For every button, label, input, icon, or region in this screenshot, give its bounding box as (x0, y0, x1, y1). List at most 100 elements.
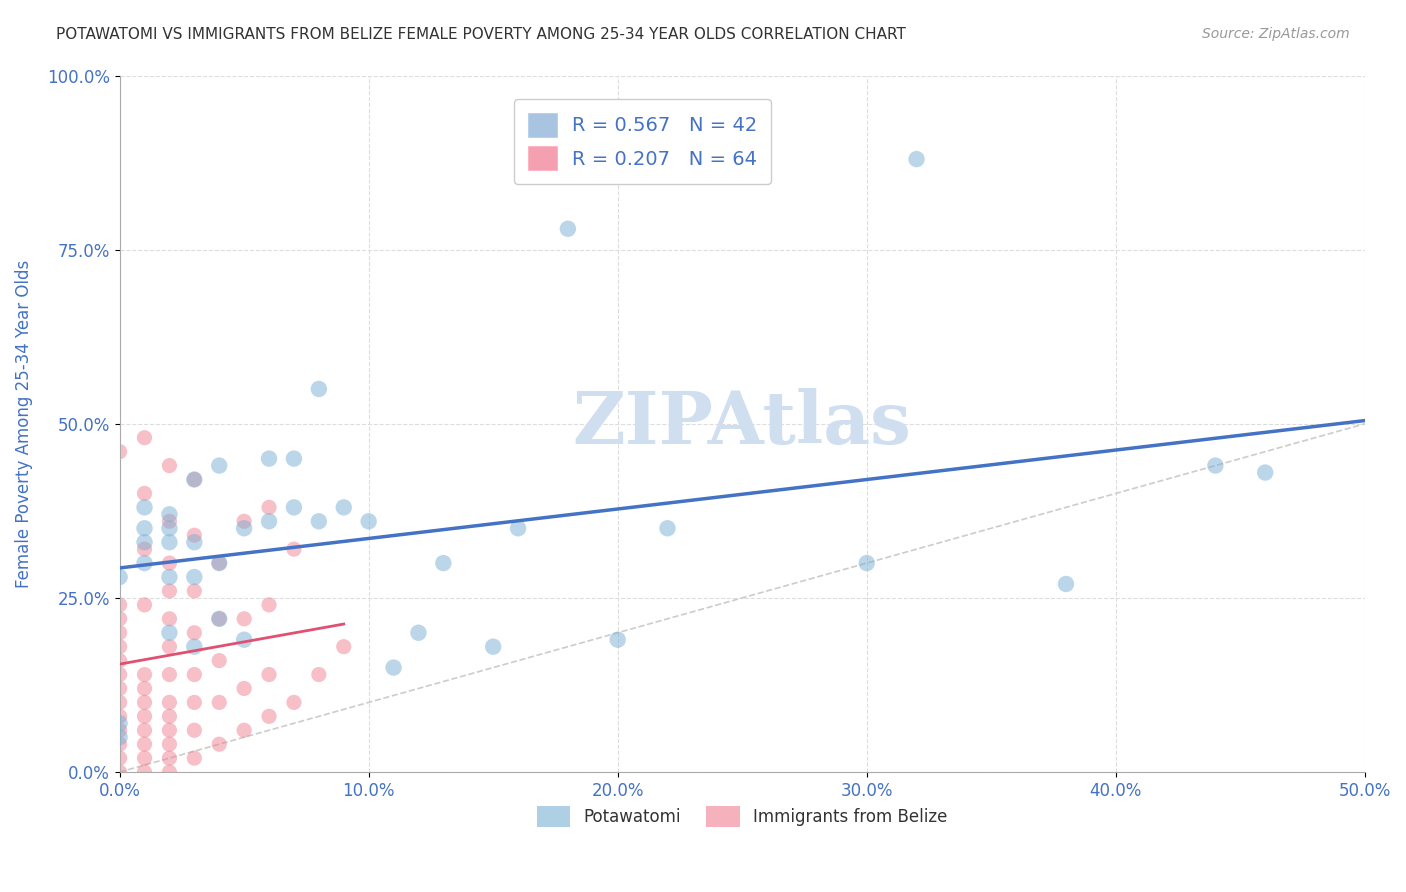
Point (257, 451, 280, 466)
Text: Source: ZipAtlas.com: Source: ZipAtlas.com (1202, 27, 1350, 41)
Point (233, 632, 256, 647)
Point (108, 640, 131, 654)
Point (233, 612, 256, 626)
Point (108, 681, 131, 696)
Point (134, 765, 156, 780)
Point (183, 535, 205, 549)
Text: POTAWATOMI VS IMMIGRANTS FROM BELIZE FEMALE POVERTY AMONG 25-34 YEAR OLDS CORREL: POTAWATOMI VS IMMIGRANTS FROM BELIZE FEM… (56, 27, 905, 42)
Point (257, 598, 280, 612)
Point (108, 695, 131, 709)
Point (183, 723, 205, 738)
Point (157, 640, 180, 654)
Point (257, 709, 280, 723)
Point (157, 765, 180, 780)
Point (382, 660, 405, 674)
Point (408, 625, 430, 640)
Point (134, 709, 156, 723)
Point (157, 535, 180, 549)
Point (157, 508, 180, 522)
Point (134, 751, 156, 765)
Point (183, 751, 205, 765)
Point (233, 521, 256, 535)
Point (157, 723, 180, 738)
Point (183, 528, 205, 542)
Point (157, 584, 180, 599)
Point (208, 695, 231, 709)
Point (134, 667, 156, 681)
Point (108, 737, 131, 751)
Point (108, 716, 131, 731)
Point (283, 500, 305, 515)
Point (108, 730, 131, 744)
Point (657, 521, 679, 535)
Point (208, 556, 231, 570)
Point (157, 521, 180, 535)
Point (157, 612, 180, 626)
Point (134, 500, 156, 515)
Text: ZIPAtlas: ZIPAtlas (572, 388, 911, 459)
Point (157, 667, 180, 681)
Point (108, 751, 131, 765)
Point (257, 514, 280, 528)
Point (183, 667, 205, 681)
Point (308, 514, 330, 528)
Point (134, 598, 156, 612)
Point (208, 612, 231, 626)
Point (557, 221, 579, 235)
Point (108, 598, 131, 612)
Point (183, 695, 205, 709)
Point (183, 473, 205, 487)
Point (134, 681, 156, 696)
Point (257, 500, 280, 515)
Point (332, 500, 354, 515)
Point (108, 654, 131, 668)
Point (1204, 458, 1226, 473)
Point (157, 737, 180, 751)
Point (506, 521, 529, 535)
Point (157, 709, 180, 723)
Point (157, 751, 180, 765)
Point (108, 444, 131, 458)
Point (233, 514, 256, 528)
Point (183, 584, 205, 599)
Point (283, 451, 305, 466)
Point (183, 625, 205, 640)
Point (157, 570, 180, 584)
Point (134, 723, 156, 738)
Point (1054, 577, 1077, 591)
Point (208, 612, 231, 626)
Point (108, 723, 131, 738)
Point (157, 556, 180, 570)
Point (855, 556, 877, 570)
Point (157, 514, 180, 528)
Point (233, 681, 256, 696)
Point (208, 654, 231, 668)
Point (308, 382, 330, 396)
Point (134, 542, 156, 557)
Point (108, 570, 131, 584)
Point (157, 695, 180, 709)
Point (1254, 466, 1277, 480)
Point (108, 625, 131, 640)
Point (283, 542, 305, 557)
Point (183, 640, 205, 654)
Point (134, 486, 156, 500)
Point (134, 521, 156, 535)
Point (257, 667, 280, 681)
Point (183, 570, 205, 584)
Point (208, 458, 231, 473)
Point (157, 458, 180, 473)
Point (134, 431, 156, 445)
Y-axis label: Female Poverty Among 25-34 Year Olds: Female Poverty Among 25-34 Year Olds (15, 260, 32, 588)
Point (606, 632, 628, 647)
Point (134, 535, 156, 549)
Legend: Potawatomi, Immigrants from Belize: Potawatomi, Immigrants from Belize (530, 800, 955, 833)
Point (108, 765, 131, 780)
Point (283, 695, 305, 709)
Point (108, 709, 131, 723)
Point (108, 667, 131, 681)
Point (157, 625, 180, 640)
Point (482, 640, 505, 654)
Point (208, 556, 231, 570)
Point (357, 514, 380, 528)
